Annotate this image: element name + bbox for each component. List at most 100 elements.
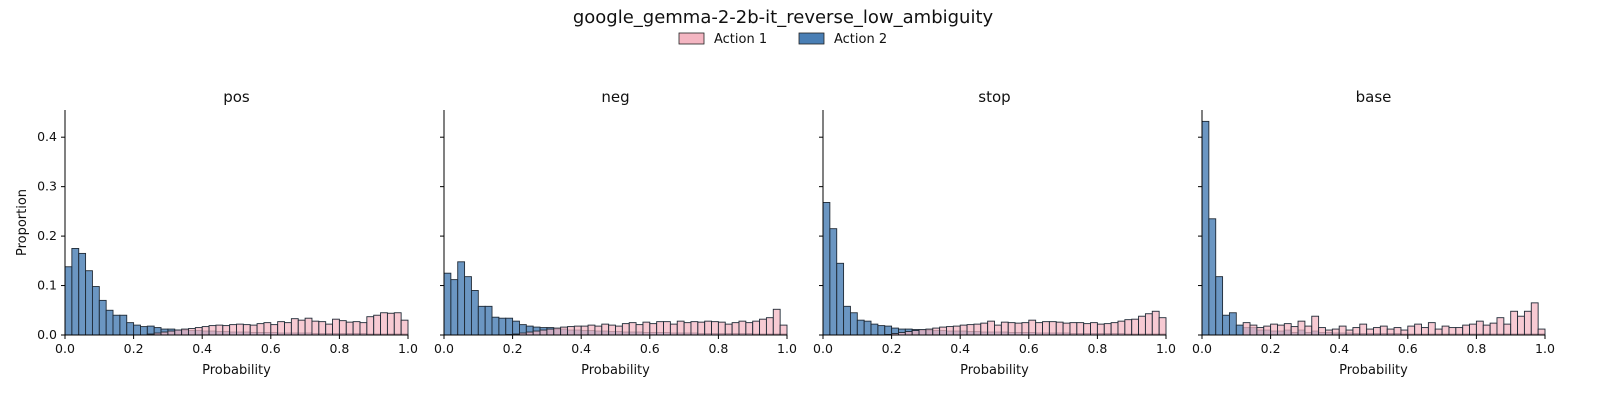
panel-title: pos <box>223 88 250 106</box>
bar <box>1331 328 1340 336</box>
bar <box>140 326 148 336</box>
bar <box>1503 323 1512 336</box>
bar <box>277 321 285 336</box>
series-action-1 <box>505 308 788 336</box>
bar <box>669 323 678 336</box>
bar <box>270 324 279 336</box>
bar <box>1242 322 1251 336</box>
bar <box>836 262 845 336</box>
bar <box>1496 317 1505 336</box>
bar <box>615 325 623 336</box>
bar <box>1083 323 1091 336</box>
bar <box>966 324 975 336</box>
bar <box>1014 322 1023 336</box>
bar <box>64 266 73 336</box>
y-tick-label: 0.0 <box>37 327 57 342</box>
bar <box>601 323 610 336</box>
bar <box>1510 310 1519 336</box>
bar <box>1151 310 1160 336</box>
bar <box>1421 327 1429 336</box>
bar <box>994 324 1002 336</box>
bar <box>1448 327 1457 336</box>
legend-swatch-action-1 <box>678 32 705 45</box>
y-tick-label: 0.3 <box>37 179 57 194</box>
bar <box>450 279 459 336</box>
x-tick-label: 0.8 <box>329 341 349 356</box>
x-tick-label: 0.4 <box>950 341 970 356</box>
bar <box>1311 315 1320 336</box>
bar <box>1249 324 1258 336</box>
bar <box>366 316 375 336</box>
bar <box>1455 327 1464 336</box>
bar <box>512 320 520 336</box>
bar <box>373 314 382 336</box>
bar <box>1414 323 1422 336</box>
bar <box>98 299 107 336</box>
bar <box>1366 328 1374 336</box>
histogram-panels: 0.0 0.2 0.4 0.6 0.8 1.0 0.0 0.1 0.2 0.3 0.4 pos Prob… <box>15 88 1555 378</box>
bar <box>1475 320 1484 336</box>
bar <box>1042 321 1050 336</box>
bar <box>359 322 368 336</box>
bar <box>1076 322 1085 336</box>
bar <box>352 321 361 336</box>
bar <box>126 322 135 336</box>
bar <box>1441 325 1450 336</box>
bar <box>1290 326 1299 336</box>
bar <box>263 322 272 336</box>
bar <box>952 325 961 336</box>
bar <box>1110 322 1119 336</box>
bar <box>567 326 575 336</box>
bar <box>731 322 740 336</box>
bar <box>594 325 603 336</box>
bar <box>297 319 306 336</box>
bar <box>1304 325 1313 336</box>
x-tick-label: 0.2 <box>503 341 523 356</box>
bar <box>856 319 865 336</box>
bar <box>91 286 100 336</box>
bar <box>1523 310 1532 336</box>
bar <box>663 321 671 336</box>
bar <box>1489 322 1498 336</box>
x-axis-label: Probability <box>1339 363 1408 378</box>
panel-title: base <box>1356 88 1392 106</box>
series-action-1 <box>884 310 1167 336</box>
x-tick-label: 0.4 <box>1329 341 1349 356</box>
bar <box>656 321 664 336</box>
bar <box>849 312 858 336</box>
bar <box>236 323 244 336</box>
bar <box>1028 319 1037 336</box>
panel-title: stop <box>978 88 1010 106</box>
bar <box>1338 325 1347 336</box>
bar <box>188 328 196 336</box>
bar <box>470 290 479 336</box>
bar <box>284 322 292 336</box>
bar <box>1201 120 1210 336</box>
panel-pos: 0.0 0.2 0.4 0.6 0.8 1.0 0.0 0.1 0.2 0.3 0.4 pos Prob… <box>15 88 418 378</box>
x-tick-label: 1.0 <box>777 341 797 356</box>
x-tick-label: 0.2 <box>1261 341 1281 356</box>
x-tick-label: 0.6 <box>640 341 660 356</box>
bar <box>697 321 706 336</box>
bar <box>738 320 747 336</box>
bar <box>1318 327 1326 336</box>
panel-stop: 0.0 0.2 0.4 0.6 0.8 1.0 stop Probability <box>813 88 1176 378</box>
bar <box>208 325 217 336</box>
bar <box>980 322 989 336</box>
bar <box>1373 327 1381 336</box>
bar <box>711 321 719 336</box>
bar <box>560 326 568 336</box>
x-tick-label: 0.6 <box>1398 341 1418 356</box>
bar <box>290 318 299 336</box>
bar <box>498 317 507 336</box>
bar <box>443 272 452 336</box>
bar <box>1215 276 1224 336</box>
bar <box>918 329 927 336</box>
bar <box>1138 315 1146 336</box>
bar <box>717 321 726 336</box>
bar <box>325 323 333 336</box>
bar <box>573 325 582 336</box>
bar <box>491 316 500 336</box>
bar <box>973 323 982 336</box>
